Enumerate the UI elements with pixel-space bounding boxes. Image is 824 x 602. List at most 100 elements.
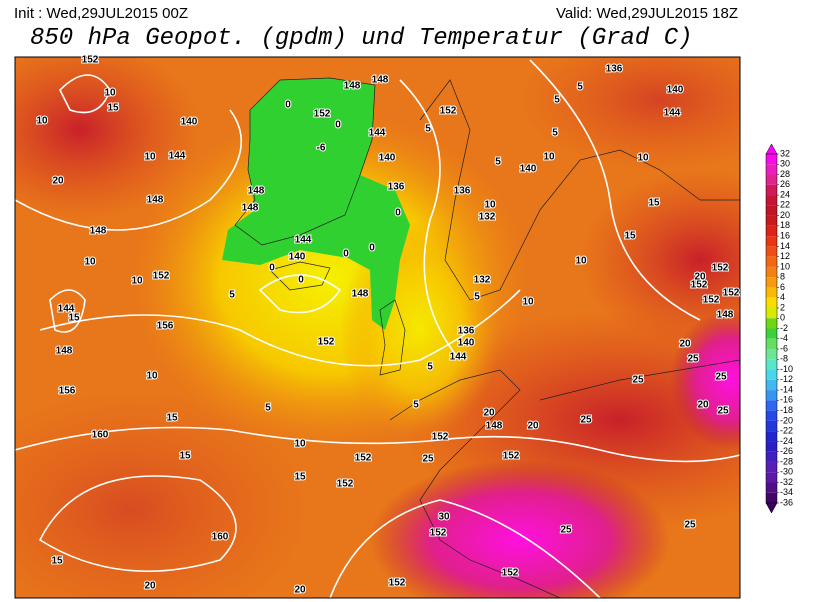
contour-label: 25 — [715, 372, 727, 383]
colorbar-segment — [766, 482, 777, 493]
colorbar-segment — [766, 400, 777, 411]
contour-label: 144 — [664, 108, 681, 119]
colorbar-label: 0 — [780, 313, 785, 323]
contour-label: 152 — [82, 55, 99, 66]
contour-label: 20 — [697, 400, 709, 411]
colorbar-segment — [766, 379, 777, 391]
contour-label: 0 — [269, 263, 275, 274]
colorbar-label: -12 — [780, 374, 793, 384]
colorbar-label: -4 — [780, 333, 788, 343]
colorbar-label: -14 — [780, 384, 793, 394]
colorbar-segment — [766, 277, 777, 288]
colorbar-label: -28 — [780, 456, 793, 466]
colorbar-label: -6 — [780, 343, 788, 353]
contour-label: 144 — [169, 151, 186, 162]
colorbar-segment — [766, 154, 777, 165]
contour-label: 0 — [335, 120, 341, 131]
colorbar-segment — [766, 297, 777, 308]
colorbar-segment — [766, 225, 777, 237]
contour-label: 152 — [503, 451, 520, 462]
colorbar-label: -22 — [780, 426, 793, 436]
colorbar-segment — [766, 369, 777, 380]
colorbar-label: -24 — [780, 436, 793, 446]
contour-label: 20 — [52, 176, 64, 187]
colorbar-segment — [766, 246, 777, 257]
contour-label: 144 — [58, 304, 75, 315]
contour-label: 148 — [248, 186, 265, 197]
colorbar-label: 14 — [780, 241, 790, 251]
contour-label: 20 — [294, 585, 306, 596]
colorbar-label: -32 — [780, 477, 793, 487]
contour-label: 144 — [295, 235, 312, 246]
contour-label: 152 — [355, 453, 372, 464]
contour-label: 15 — [51, 556, 63, 567]
contour-label: 136 — [458, 326, 475, 337]
contour-label: 15 — [624, 231, 636, 242]
contour-label: 20 — [694, 272, 706, 283]
colorbar-label: -16 — [780, 395, 793, 405]
init-time: Init : Wed,29JUL2015 00Z — [14, 5, 188, 22]
contour-label: 156 — [157, 321, 174, 332]
valid-time: Valid: Wed,29JUL2015 18Z — [556, 5, 738, 22]
colorbar-arrow — [765, 143, 778, 155]
colorbar-segment — [766, 431, 777, 442]
contour-label: 25 — [422, 454, 434, 465]
colorbar-segment — [766, 195, 777, 206]
contour-label: 140 — [667, 85, 684, 96]
colorbar-segment — [766, 338, 777, 350]
contour-label: 5 — [552, 128, 558, 139]
contour-label: 152 — [314, 109, 331, 120]
colorbar-label: -34 — [780, 487, 793, 497]
colorbar-segment — [766, 328, 777, 339]
contour-label: 148 — [344, 81, 361, 92]
contour-label: 148 — [352, 289, 369, 300]
colorbar-segment — [766, 461, 777, 473]
contour-label: 148 — [486, 421, 503, 432]
contour-label: 25 — [580, 415, 592, 426]
contour-label: 5 — [474, 292, 480, 303]
colorbar-segment — [766, 164, 777, 175]
contour-label: 5 — [229, 290, 235, 301]
contour-label: 25 — [684, 520, 696, 531]
colorbar-arrow — [765, 502, 778, 514]
contour-label: 5 — [577, 82, 583, 93]
colorbar-segment — [766, 266, 777, 278]
contour-label: 0 — [395, 208, 401, 219]
contour-label: 30 — [438, 512, 450, 523]
colorbar-segment — [766, 349, 777, 360]
contour-label: 5 — [413, 400, 419, 411]
colorbar-label: -2 — [780, 323, 788, 333]
colorbar-segment — [766, 236, 777, 247]
contour-label: 148 — [56, 346, 73, 357]
colorbar-label: 10 — [780, 261, 790, 271]
colorbar: 32302826242220181614121086420-2-4-6-8-10… — [765, 143, 793, 514]
colorbar-label: 16 — [780, 230, 790, 240]
contour-label: 140 — [181, 117, 198, 128]
contour-label: 5 — [554, 95, 560, 106]
colorbar-segment — [766, 420, 777, 432]
contour-label: 0 — [285, 100, 291, 111]
colorbar-segment — [766, 472, 777, 483]
contour-label: 0 — [343, 249, 349, 260]
colorbar-label: -10 — [780, 364, 793, 374]
contour-label: -6 — [317, 143, 326, 154]
contour-label: 152 — [723, 288, 740, 299]
colorbar-segment — [766, 215, 777, 226]
colorbar-label: 4 — [780, 292, 785, 302]
contour-label: 5 — [425, 124, 431, 135]
colorbar-segment — [766, 307, 777, 319]
contour-label: 152 — [502, 568, 519, 579]
map-frame — [14, 56, 741, 599]
contour-label: 156 — [59, 386, 76, 397]
colorbar-label: 26 — [780, 179, 790, 189]
colorbar-label: 2 — [780, 302, 785, 312]
contour-label: 25 — [560, 525, 572, 536]
contour-label: 10 — [84, 257, 96, 268]
contour-label: 15 — [179, 451, 191, 462]
contour-label: 148 — [147, 195, 164, 206]
contour-label: 144 — [369, 128, 386, 139]
contour-label: 152 — [712, 263, 729, 274]
contour-label: 0 — [369, 243, 375, 254]
colorbar-segment — [766, 287, 777, 298]
